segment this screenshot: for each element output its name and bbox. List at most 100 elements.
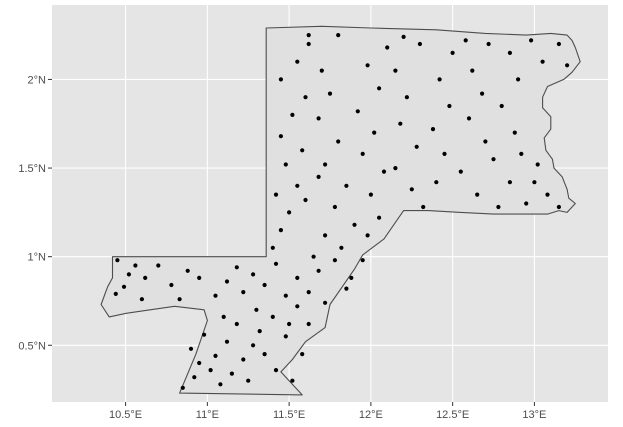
sample-point bbox=[311, 254, 316, 259]
sample-point bbox=[483, 139, 488, 144]
x-tick-label: 12.5°E bbox=[436, 409, 469, 421]
sample-point bbox=[246, 378, 251, 383]
sample-point bbox=[300, 352, 305, 357]
sample-point bbox=[535, 162, 540, 167]
sample-point bbox=[197, 360, 202, 366]
sample-point bbox=[360, 258, 365, 263]
sample-point bbox=[339, 245, 344, 250]
sample-point bbox=[254, 307, 259, 312]
sample-point bbox=[332, 204, 337, 210]
sample-point bbox=[188, 346, 194, 351]
sample-point bbox=[251, 343, 256, 348]
sample-point bbox=[516, 77, 521, 82]
region-polygon bbox=[100, 25, 581, 396]
sample-point bbox=[180, 385, 185, 390]
sample-point bbox=[352, 222, 357, 227]
sample-point bbox=[434, 180, 439, 185]
sample-point bbox=[278, 228, 283, 233]
sample-point bbox=[336, 33, 341, 38]
sample-point bbox=[360, 151, 365, 156]
sample-point bbox=[241, 290, 246, 295]
sample-point bbox=[450, 50, 455, 56]
sample-point bbox=[306, 33, 311, 38]
sample-point bbox=[306, 321, 311, 327]
sample-point bbox=[295, 304, 300, 309]
sample-point bbox=[262, 352, 267, 357]
sample-point bbox=[295, 59, 300, 64]
sample-point bbox=[491, 157, 496, 162]
sample-point bbox=[458, 169, 463, 174]
sample-point bbox=[278, 77, 283, 82]
sample-point bbox=[323, 233, 328, 238]
sample-point bbox=[270, 314, 275, 319]
sample-point bbox=[442, 151, 447, 156]
sample-point bbox=[177, 297, 182, 302]
sample-point bbox=[295, 183, 300, 188]
sample-point bbox=[556, 204, 562, 210]
sample-point bbox=[355, 109, 360, 114]
sample-point bbox=[447, 103, 452, 109]
sample-point bbox=[303, 197, 308, 203]
sample-point bbox=[349, 275, 354, 280]
sample-point bbox=[290, 112, 295, 117]
sample-point bbox=[306, 41, 311, 47]
sample-point bbox=[486, 41, 491, 47]
sample-point bbox=[421, 204, 426, 210]
sample-point bbox=[372, 130, 377, 135]
sample-point bbox=[115, 258, 120, 263]
sample-point bbox=[197, 275, 202, 280]
sample-point bbox=[295, 275, 300, 280]
y-axis: 0.5°N 1°N 1.5°N 2°N bbox=[18, 74, 52, 352]
sample-point bbox=[545, 192, 550, 197]
sample-point bbox=[224, 339, 230, 344]
sample-point bbox=[401, 34, 406, 40]
sample-point bbox=[532, 180, 537, 185]
y-tick-label: 1°N bbox=[28, 252, 47, 264]
x-tick-label: 11.5°E bbox=[273, 409, 305, 421]
x-tick-label: 12°E bbox=[359, 409, 383, 421]
sample-point bbox=[540, 59, 545, 64]
sample-point bbox=[417, 41, 422, 47]
sample-point bbox=[466, 116, 472, 121]
sample-point bbox=[192, 375, 197, 380]
sample-point bbox=[133, 263, 138, 268]
sample-point bbox=[257, 329, 262, 334]
sample-point bbox=[234, 321, 239, 327]
sample-point bbox=[221, 314, 226, 319]
sample-point bbox=[300, 148, 305, 153]
sample-point bbox=[224, 279, 230, 284]
sample-point bbox=[270, 245, 275, 250]
sample-point bbox=[229, 371, 234, 376]
sample-point bbox=[283, 293, 288, 298]
sample-point bbox=[213, 293, 218, 298]
x-axis: 10.5°E 11°E 11.5°E 12°E 12.5°E 13°E bbox=[109, 402, 546, 421]
sample-point bbox=[121, 284, 127, 289]
x-tick-label: 13°E bbox=[522, 409, 546, 421]
sample-point bbox=[393, 68, 398, 73]
sample-point bbox=[414, 144, 419, 149]
sample-point bbox=[316, 116, 321, 121]
sample-point bbox=[480, 91, 485, 96]
sample-point bbox=[262, 282, 267, 288]
sample-point bbox=[234, 265, 239, 270]
sample-point bbox=[218, 382, 223, 387]
sample-point bbox=[463, 38, 468, 43]
sample-point bbox=[287, 321, 292, 327]
sample-point bbox=[287, 210, 292, 215]
x-tick-label: 10.5°E bbox=[109, 409, 142, 421]
sample-point bbox=[113, 291, 118, 296]
sample-point bbox=[273, 192, 279, 197]
y-tick-label: 0.5°N bbox=[18, 340, 46, 352]
sample-point bbox=[306, 290, 311, 295]
sample-point bbox=[409, 187, 414, 192]
sample-point bbox=[499, 103, 504, 109]
sample-point bbox=[524, 201, 529, 206]
sample-point bbox=[556, 41, 562, 47]
sample-point bbox=[213, 353, 218, 358]
y-tick-label: 2°N bbox=[28, 74, 47, 86]
x-tick-label: 11°E bbox=[196, 409, 219, 421]
sample-point bbox=[283, 334, 288, 339]
sample-point bbox=[327, 91, 333, 96]
sample-point bbox=[303, 95, 308, 100]
